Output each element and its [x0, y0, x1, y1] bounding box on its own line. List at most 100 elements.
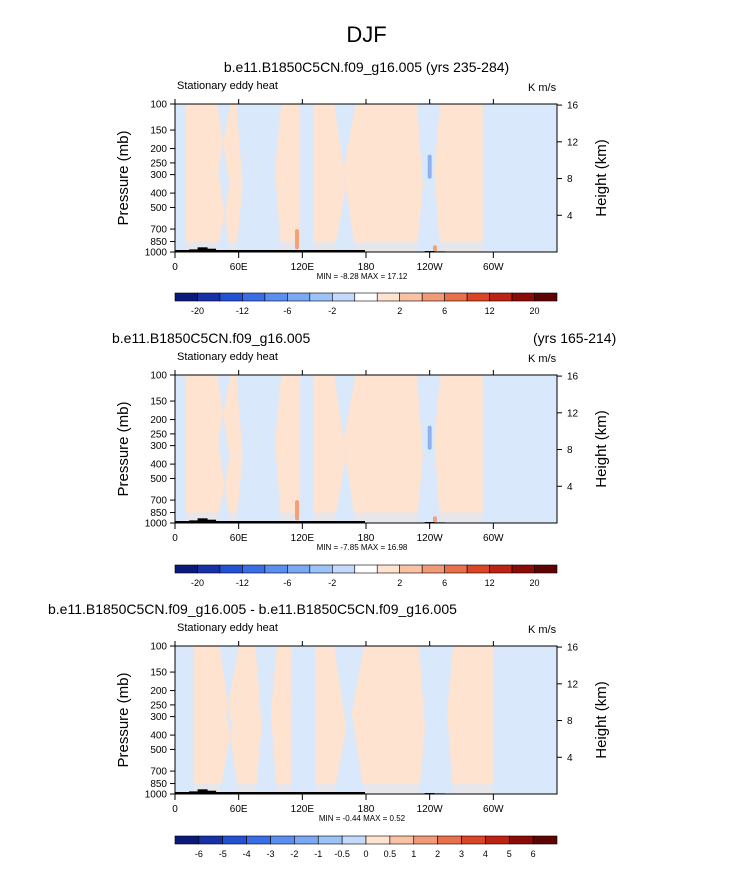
contour-band	[219, 646, 239, 794]
x-tick-label: 60W	[483, 533, 504, 544]
colorbar-box	[174, 835, 200, 845]
colorbar-label: 0.5	[384, 849, 397, 859]
panel-1-plot	[170, 99, 562, 258]
x-tick-label: 60W	[483, 262, 504, 273]
colorbar-label: -1	[314, 849, 322, 859]
colorbar-box	[532, 835, 558, 845]
colorbar-label: -6	[283, 306, 291, 316]
y-right-axis-title: Height (km)	[593, 681, 610, 759]
y-tick-label: 300	[150, 170, 167, 181]
y-tick-label: 400	[150, 189, 167, 200]
contour-band	[255, 646, 277, 794]
terrain-base	[175, 521, 365, 523]
contour-band	[440, 104, 483, 252]
near-surface-band	[175, 241, 557, 252]
y-right-axis-title: Height (km)	[593, 139, 610, 217]
colorbar-label: 12	[485, 578, 495, 588]
colorbar-box	[437, 835, 462, 845]
colorbar-label: -2	[328, 306, 336, 316]
y-right-tick-label: 8	[567, 174, 573, 185]
terrain-block	[197, 518, 208, 523]
colorbar-label: -0.5	[334, 849, 350, 859]
colorbar-label: -4	[243, 849, 251, 859]
colorbar-label: -20	[191, 306, 204, 316]
colorbar-box	[174, 564, 198, 574]
y-axis-title: Pressure (mb)	[115, 130, 132, 225]
contour-band	[276, 646, 292, 794]
x-tick-label: 0	[172, 804, 178, 815]
colorbar-box	[309, 292, 333, 302]
contour-feature	[427, 425, 432, 450]
y-tick-label: 300	[150, 441, 167, 452]
colorbar-label: 6	[442, 578, 447, 588]
y-tick-label: 850	[150, 237, 167, 248]
contour-band	[291, 646, 316, 794]
y-right-tick-label: 4	[567, 482, 573, 493]
colorbar-box	[534, 564, 558, 574]
contour-band	[312, 104, 335, 252]
x-tick-label: 120E	[291, 804, 315, 815]
y-right-tick-label: 12	[567, 679, 579, 690]
colorbar-label: -12	[236, 306, 249, 316]
colorbar-label: 2	[397, 578, 402, 588]
contour-band	[355, 375, 417, 523]
panel-1-subtitle: Stationary eddy heat	[177, 80, 278, 92]
colorbar-box	[331, 564, 356, 574]
contour-band	[236, 375, 282, 523]
colorbar-box	[219, 564, 243, 574]
contour-band	[230, 375, 237, 523]
panel-2-subtitle: Stationary eddy heat	[177, 351, 278, 363]
panel-1-title: b.e11.B1850C5CN.f09_g16.005 (yrs 235-284…	[223, 59, 510, 75]
contour-feature	[432, 516, 437, 523]
colorbar-label: -6	[283, 578, 291, 588]
near-surface-band	[175, 512, 557, 523]
contour-band	[440, 375, 483, 523]
contour-band	[281, 375, 301, 523]
y-tick-label: 500	[150, 203, 167, 214]
contour-band	[175, 104, 186, 252]
min-max-label: MIN = -7.85 MAX = 16.98	[317, 543, 408, 552]
y-tick-label: 100	[150, 371, 167, 382]
x-tick-label: 60E	[230, 262, 248, 273]
panel-2-plot	[170, 370, 562, 529]
panel-2-title: b.e11.B1850C5CN.f09_g16.005	[112, 330, 311, 346]
y-tick-label: 700	[150, 225, 167, 236]
colorbar-box	[421, 292, 445, 302]
contour-band	[355, 104, 417, 252]
y-tick-label: 250	[150, 158, 167, 169]
contour-band	[363, 646, 420, 794]
y-tick-label: 150	[150, 397, 167, 408]
y-tick-label: 1000	[145, 248, 168, 259]
colorbar-box	[534, 292, 558, 302]
colorbar-label: -2	[290, 849, 298, 859]
colorbar-box	[242, 292, 266, 302]
contour-band	[482, 375, 557, 523]
y-right-tick-label: 8	[567, 445, 573, 456]
colorbar-box	[264, 292, 288, 302]
contour-feature	[432, 245, 437, 252]
contour-band	[334, 646, 364, 794]
colorbar-box	[222, 835, 247, 845]
colorbar-box	[354, 292, 378, 302]
colorbar-box	[444, 564, 468, 574]
contour-band	[493, 646, 557, 794]
colorbar-label: -3	[266, 849, 274, 859]
colorbar-box	[485, 835, 510, 845]
y-tick-label: 150	[150, 668, 167, 679]
contour-band	[312, 375, 335, 523]
contour-band	[185, 375, 218, 523]
contour-band	[236, 104, 282, 252]
colorbar-box	[270, 835, 295, 845]
colorbar-label: 20	[530, 306, 540, 316]
contour-band	[185, 104, 218, 252]
y-tick-label: 500	[150, 474, 167, 485]
colorbar-box	[317, 835, 343, 845]
y-tick-label: 400	[150, 460, 167, 471]
panel-3-title: b.e11.B1850C5CN.f09_g16.005 - b.e11.B185…	[48, 601, 457, 617]
colorbar-box	[461, 835, 486, 845]
contour-band	[334, 375, 356, 523]
x-tick-label: 120E	[291, 262, 315, 273]
panel-3-subtitle: Stationary eddy heat	[177, 622, 278, 634]
colorbar-box	[376, 292, 401, 302]
contour-feature	[427, 154, 432, 179]
